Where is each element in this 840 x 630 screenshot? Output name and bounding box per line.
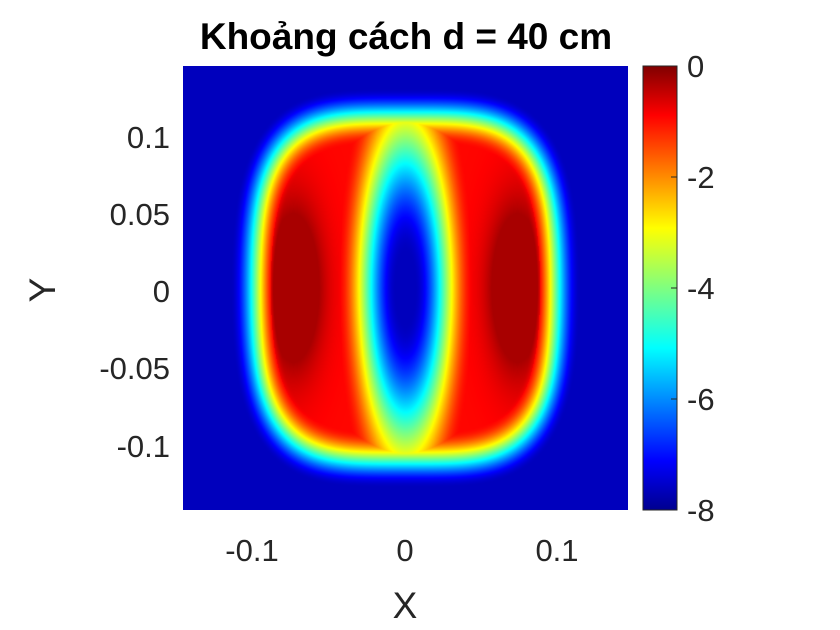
- colorbar: 0 -2 -4 -6 -8: [642, 49, 715, 528]
- colorbar-tick-label: -4: [687, 271, 715, 306]
- x-tick-label: 0: [396, 533, 413, 568]
- colorbar-tick-label: -2: [687, 160, 715, 195]
- y-tick-label: 0.05: [110, 197, 170, 232]
- colorbar-tick-label: 0: [687, 49, 704, 84]
- x-tick-label: -0.1: [225, 533, 278, 568]
- colorbar-ticks: 0 -2 -4 -6 -8: [671, 49, 715, 528]
- x-tick-label: 0.1: [535, 533, 578, 568]
- y-tick-label: 0.1: [127, 120, 170, 155]
- colorbar-tick-label: -6: [687, 382, 715, 417]
- x-axis-label: X: [393, 585, 418, 626]
- y-tick-label: -0.1: [117, 429, 170, 464]
- plot-area: [183, 66, 628, 510]
- y-axis: 0.1 0.05 0 -0.05 -0.1 Y: [22, 120, 170, 464]
- chart-title: Khoảng cách d = 40 cm: [200, 16, 612, 57]
- y-tick-label: 0: [153, 274, 170, 309]
- heatmap-image: [183, 66, 628, 510]
- colorbar-tick-label: -8: [687, 493, 715, 528]
- y-axis-label: Y: [22, 278, 63, 303]
- y-tick-label: -0.05: [99, 351, 170, 386]
- heatmap-image-container: [183, 66, 628, 510]
- x-axis: -0.1 0 0.1 X: [225, 533, 578, 626]
